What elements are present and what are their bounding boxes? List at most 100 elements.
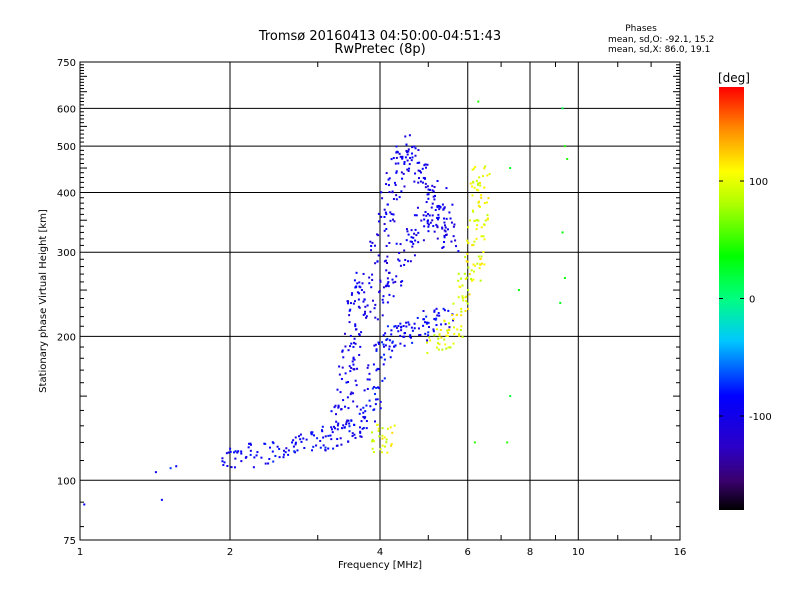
echo-point (355, 384, 358, 387)
echo-point (327, 447, 330, 450)
echo-point (485, 201, 488, 204)
echo-point (444, 343, 447, 346)
echo-point (311, 431, 314, 434)
echo-point (394, 325, 397, 328)
echo-point (353, 279, 356, 282)
echo-point (465, 300, 468, 303)
echo-point (441, 226, 444, 229)
x-tick-label: 10 (572, 547, 585, 558)
echo-point (421, 167, 424, 170)
echo-point (369, 240, 372, 243)
echo-point (479, 205, 482, 208)
echo-point (467, 241, 470, 244)
echo-point (248, 442, 251, 445)
echo-point (450, 221, 453, 224)
echo-point (475, 228, 478, 231)
echo-point (460, 310, 463, 313)
echo-point (409, 334, 412, 337)
echo-point (341, 350, 344, 353)
echo-point (388, 293, 391, 296)
echo-point (433, 310, 436, 313)
echo-point (404, 135, 407, 138)
echo-point (466, 252, 469, 255)
echo-point (408, 134, 411, 137)
echo-point (404, 156, 407, 159)
echo-point (365, 316, 368, 319)
echo-point (268, 457, 271, 460)
phases-box-x: mean, sd,X: 86.0, 19.1 (608, 45, 710, 55)
echo-point (381, 444, 384, 447)
echo-point (370, 249, 373, 252)
echo-point (443, 206, 446, 209)
echo-point (284, 451, 287, 454)
echo-point (432, 225, 435, 228)
echo-point (443, 320, 446, 323)
echo-point (312, 445, 315, 448)
echo-point (374, 262, 377, 265)
echo-point (336, 388, 339, 391)
echo-point (464, 256, 467, 259)
echo-point (427, 223, 430, 226)
echo-point (371, 273, 374, 276)
y-tick-label: 600 (57, 104, 76, 115)
echo-point (422, 318, 425, 321)
echo-point (358, 353, 361, 356)
echo-point (377, 254, 380, 257)
echo-point (358, 285, 361, 288)
echo-point (371, 241, 374, 244)
echo-point (331, 428, 334, 431)
echo-point (398, 259, 401, 262)
echo-point (422, 324, 425, 327)
echo-point (332, 447, 335, 450)
echo-point (369, 310, 372, 313)
echo-point (408, 323, 411, 326)
echo-point (451, 203, 454, 206)
echo-point (435, 307, 438, 310)
echo-point (368, 378, 371, 381)
echo-point (454, 239, 457, 242)
echo-point (465, 276, 468, 279)
echo-point (380, 356, 383, 359)
echo-point (345, 421, 348, 424)
echo-point (389, 426, 392, 429)
echo-point (352, 400, 355, 403)
echo-point (324, 449, 327, 452)
echo-point (389, 219, 392, 222)
echo-point (390, 329, 393, 332)
echo-point (354, 323, 357, 326)
echo-point (374, 303, 377, 306)
echo-point (364, 416, 367, 419)
echo-point (356, 282, 359, 285)
echo-point (438, 333, 441, 336)
echo-point (410, 229, 413, 232)
echo-point (344, 405, 347, 408)
echo-point (391, 191, 394, 194)
echo-point (363, 389, 366, 392)
echo-point (348, 430, 351, 433)
echo-point (447, 346, 450, 349)
echo-point (403, 162, 406, 165)
echo-point (458, 334, 461, 337)
echo-point (377, 341, 380, 344)
echo-point (417, 231, 420, 234)
echo-point (424, 163, 427, 166)
echo-point (327, 434, 330, 437)
echo-point (352, 363, 355, 366)
echo-point (388, 339, 391, 342)
echo-point (434, 318, 437, 321)
echo-point (263, 442, 266, 445)
echo-point (455, 245, 458, 248)
echo-point (437, 342, 440, 345)
echo-point (400, 171, 403, 174)
echo-point (423, 177, 426, 180)
echo-point (478, 267, 481, 270)
echo-point (471, 185, 474, 188)
echo-point (388, 345, 391, 348)
echo-point (448, 211, 451, 214)
echo-point (403, 263, 406, 266)
echo-point (437, 337, 440, 340)
echo-point (431, 214, 434, 217)
echo-point (477, 204, 480, 207)
echo-point (347, 407, 350, 410)
echo-point (348, 309, 351, 312)
